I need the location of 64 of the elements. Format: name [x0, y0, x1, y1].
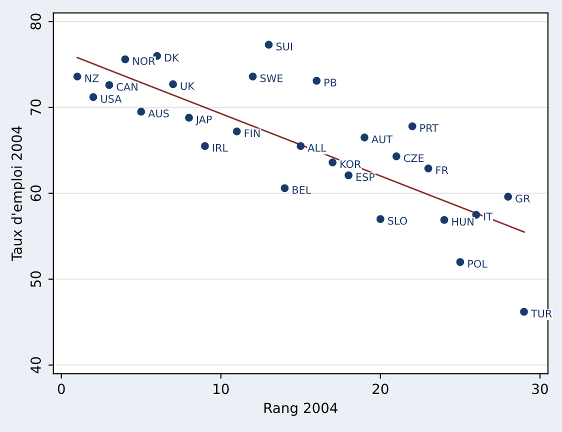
point [424, 164, 432, 172]
point [456, 258, 464, 266]
annotation: SUI [276, 42, 292, 50]
annotation: CAN [116, 82, 138, 91]
x-tick-label: 0 [58, 384, 65, 394]
point [105, 81, 114, 90]
annotation: SWE [260, 74, 283, 82]
annotation: UK [180, 82, 195, 90]
annotation: AUS [148, 110, 169, 118]
annotation: NOR [133, 57, 156, 66]
annotation: FIN [244, 129, 260, 138]
point [264, 40, 273, 49]
point [185, 114, 193, 122]
point [520, 308, 528, 316]
point [312, 76, 321, 85]
y-axis-title: Taux d'emploi 2004 [11, 126, 25, 262]
point [169, 80, 177, 88]
annotation: PB [324, 78, 336, 86]
annotation: USA [101, 94, 122, 103]
y-tick-label: 80 [30, 14, 41, 30]
annotation: JAP [195, 116, 212, 126]
x-axis-title: Rang 2004 [264, 402, 338, 416]
annotation: NZ [85, 74, 99, 82]
point [121, 55, 130, 64]
annotation: FR [436, 166, 448, 174]
point [392, 152, 400, 160]
point [408, 122, 416, 130]
annotation: DK [165, 54, 180, 62]
annotation: ESP [356, 173, 375, 181]
point [344, 171, 352, 180]
annotation: POL [468, 260, 488, 268]
annotation: TUR [530, 310, 552, 318]
point [200, 142, 209, 150]
point [440, 216, 448, 224]
x-tick-label: 20 [372, 384, 388, 394]
annotation: GR [516, 194, 530, 202]
annotation: AUT [372, 135, 393, 144]
annotation: KOR [340, 160, 361, 168]
point [296, 142, 305, 150]
x-tick-label: 10 [214, 384, 229, 394]
y-tick-label: 60 [30, 185, 41, 202]
point [360, 134, 368, 142]
annotation: IT [484, 212, 493, 220]
point [280, 184, 289, 192]
point [504, 192, 512, 201]
annotation: SLO [388, 216, 408, 225]
annotation: IRL [212, 144, 228, 152]
y-tick-label: 70 [30, 100, 41, 116]
point [472, 210, 480, 219]
point [89, 93, 98, 102]
point [248, 72, 257, 80]
point [328, 158, 337, 166]
y-tick-label: 40 [30, 357, 41, 374]
annotation: ALL [308, 144, 326, 152]
point [73, 72, 82, 80]
point [232, 128, 241, 136]
y-tick-label: 50 [30, 271, 41, 287]
annotation: PRT [420, 124, 438, 132]
annotation: BEL [292, 186, 312, 194]
point [376, 215, 384, 224]
annotation: HUN [452, 218, 474, 226]
annotation: CZE [404, 154, 424, 162]
x-tick-label: 30 [532, 384, 548, 394]
point [137, 108, 146, 116]
